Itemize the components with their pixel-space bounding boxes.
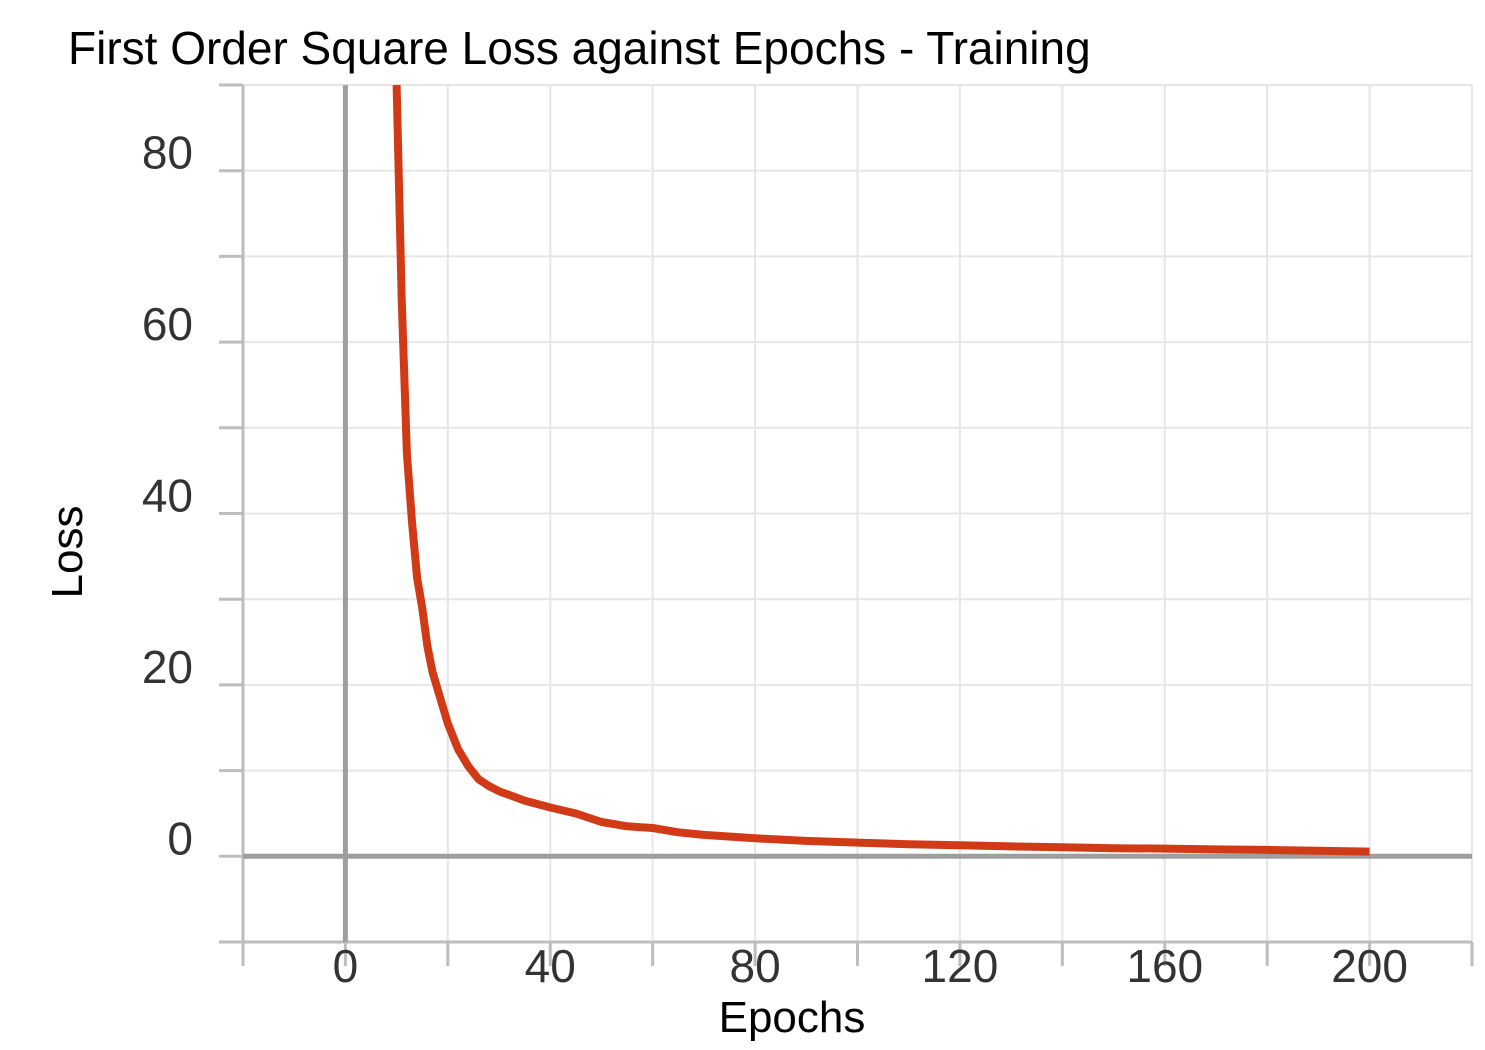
x-axis-label: Epochs xyxy=(719,993,866,1042)
x-tick-label: 160 xyxy=(1126,940,1203,992)
grid xyxy=(242,84,1473,943)
x-tick-label: 40 xyxy=(525,940,576,992)
y-tick-label: 80 xyxy=(142,127,193,179)
x-tick-label: 200 xyxy=(1331,940,1408,992)
series-group xyxy=(392,84,1370,856)
y-axis-label: Loss xyxy=(43,506,92,599)
y-tick-label: 0 xyxy=(167,812,193,864)
y-tick-label: 40 xyxy=(142,470,193,522)
y-tick-label: 20 xyxy=(142,641,193,693)
series-line xyxy=(392,84,1370,856)
x-tick-label: 120 xyxy=(922,940,999,992)
ticks: 0 20 40 60 80 0 40 80 120 160 200 xyxy=(142,83,1474,992)
y-tick-label: 60 xyxy=(142,298,193,350)
x-tick-label: 80 xyxy=(729,940,780,992)
chart-title: First Order Square Loss against Epochs -… xyxy=(68,22,1091,74)
x-tick-label: 0 xyxy=(333,940,359,992)
